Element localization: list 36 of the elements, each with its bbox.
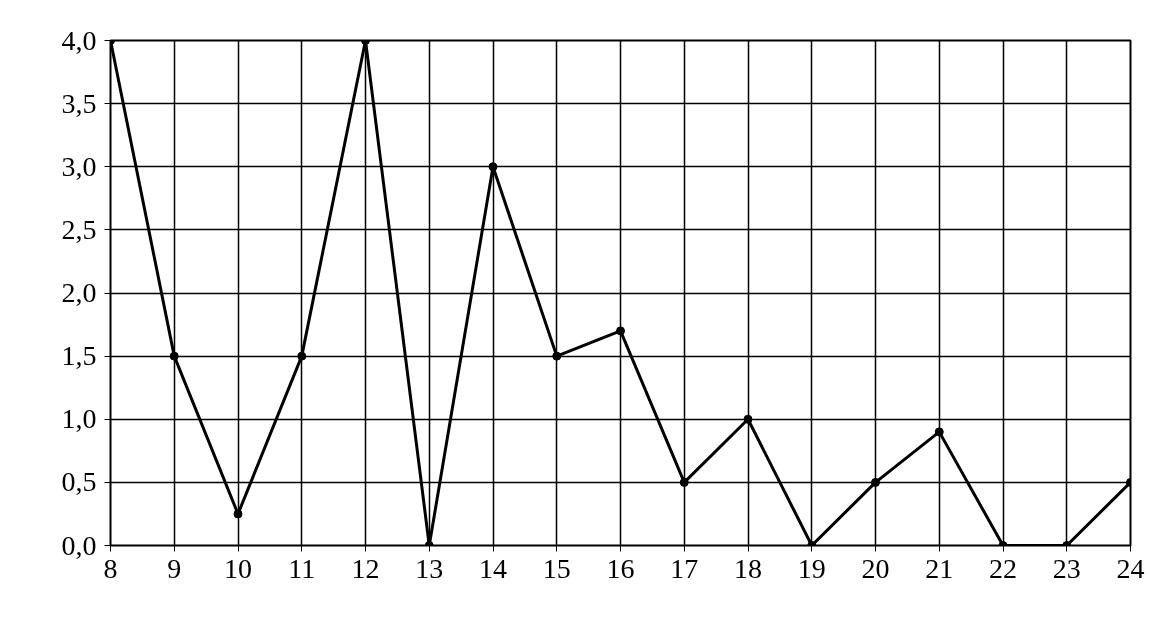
point [679, 477, 689, 487]
x-tick-label: 19 [797, 552, 826, 584]
x-tick-label: 11 [288, 552, 316, 584]
y-tick-label: 2,0 [61, 277, 97, 308]
y-tick-label: 3,0 [61, 150, 97, 182]
point [169, 351, 179, 361]
point [616, 326, 625, 336]
x-tick-label: 8 [103, 552, 118, 584]
x-tick-label: 18 [734, 552, 762, 584]
x-tick-label: 15 [542, 552, 571, 584]
x-tick-label: 13 [415, 552, 444, 584]
x-tick-label: 14 [479, 552, 507, 584]
x-tick-label: 17 [670, 552, 699, 584]
y-tick-label: 1,5 [61, 340, 97, 372]
point [552, 351, 562, 361]
x-tick-label: 16 [606, 552, 635, 584]
y-tick-label: 0,5 [61, 466, 97, 498]
point [297, 351, 307, 361]
point [934, 427, 944, 437]
y-tick-label: 2,5 [61, 213, 97, 245]
point [233, 509, 243, 519]
y-tick-label: 1,0 [61, 403, 97, 435]
point [871, 477, 880, 487]
y-tick-label: 3,5 [61, 87, 97, 119]
point [743, 414, 753, 424]
y-tick-label: 4,0 [61, 24, 97, 56]
x-tick-label: 23 [1052, 552, 1081, 584]
x-tick-label: 10 [224, 552, 252, 584]
x-tick-label: 24 [1116, 552, 1145, 584]
x-tick-label: 21 [925, 552, 954, 584]
x-tick-label: 9 [167, 552, 182, 584]
x-tick-label: 12 [351, 552, 380, 584]
x-tick-label: 20 [861, 552, 890, 584]
y-tick-label: 0,0 [61, 529, 97, 561]
x-tick-label: 22 [989, 552, 1017, 584]
point [488, 162, 498, 172]
